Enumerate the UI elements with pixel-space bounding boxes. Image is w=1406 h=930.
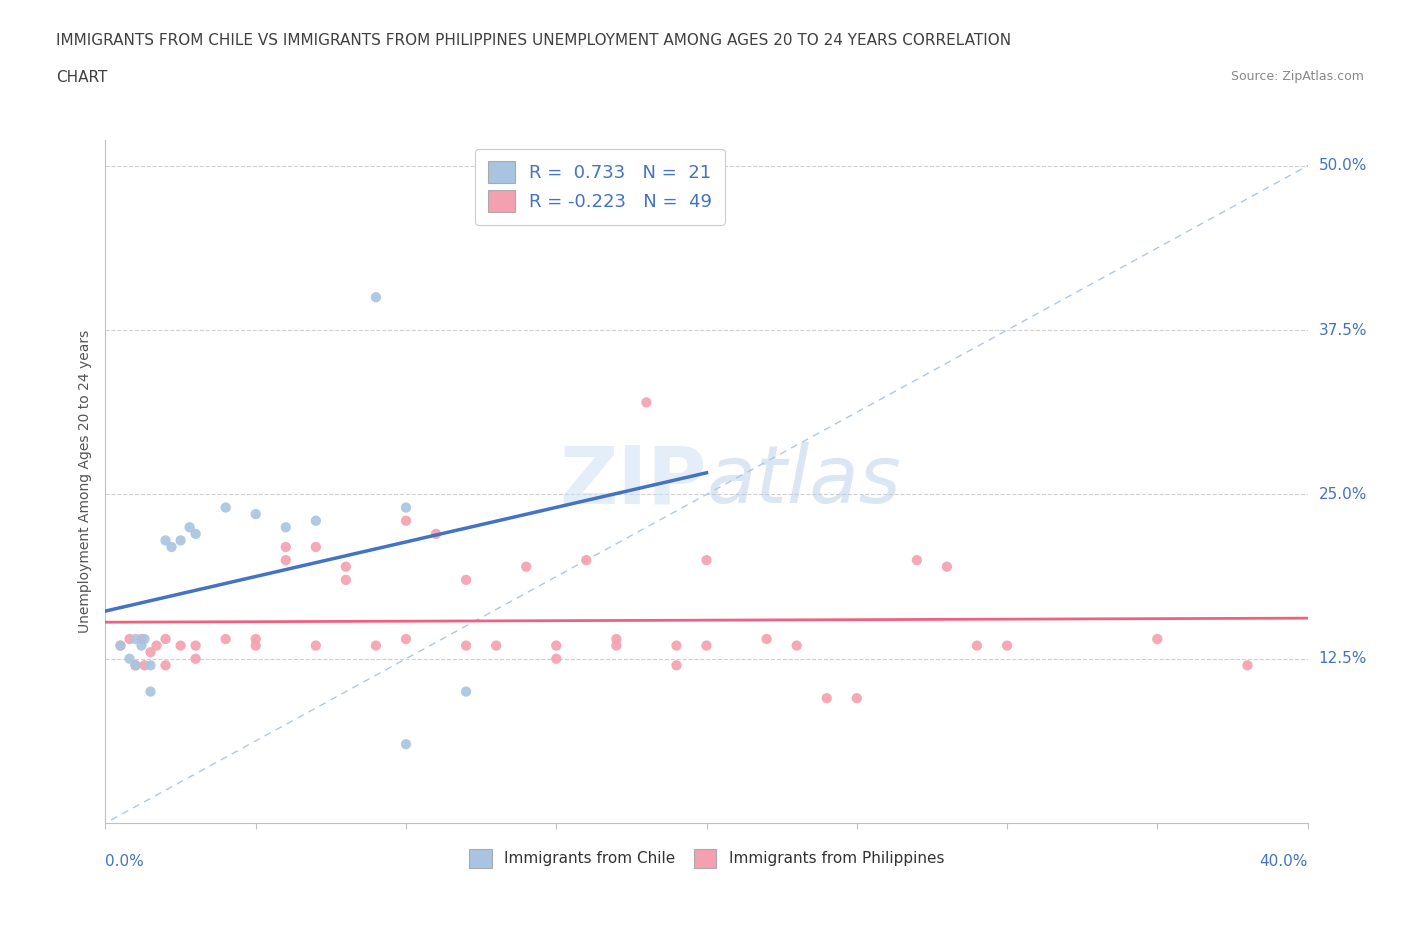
Point [274,539,297,554]
Point [139,658,162,672]
Point [335,573,357,588]
Point [755,631,778,646]
Point [134,658,156,672]
Point [214,500,236,515]
Point [665,638,688,653]
Point [845,691,868,706]
Point [936,559,959,574]
Point [335,559,357,574]
Point [118,651,141,666]
Point [110,638,132,653]
Point [184,651,207,666]
Point [184,638,207,653]
Point [184,526,207,541]
Point [515,559,537,574]
Point [546,651,568,666]
Point [395,513,418,528]
Point [696,638,718,653]
Point [546,638,568,653]
Point [245,638,267,653]
Point [110,638,132,653]
Point [995,638,1018,653]
Point [305,638,328,653]
Point [605,631,627,646]
Point [118,631,141,646]
Point [1146,631,1168,646]
Point [214,631,236,646]
Text: 0.0%: 0.0% [105,854,145,869]
Point [454,573,477,588]
Point [454,684,477,699]
Point [274,520,297,535]
Point [665,658,688,672]
Point [155,658,177,672]
Point [575,552,598,567]
Point [966,638,988,653]
Point [395,631,418,646]
Point [454,638,477,653]
Point [145,638,167,653]
Point [169,638,191,653]
Point [124,658,146,672]
Text: IMMIGRANTS FROM CHILE VS IMMIGRANTS FROM PHILIPPINES UNEMPLOYMENT AMONG AGES 20 : IMMIGRANTS FROM CHILE VS IMMIGRANTS FROM… [56,33,1011,47]
Point [305,539,328,554]
Text: ZIP: ZIP [560,443,707,520]
Point [139,644,162,659]
Point [179,520,201,535]
Point [425,526,447,541]
Point [905,552,928,567]
Point [245,507,267,522]
Text: atlas: atlas [707,443,901,520]
Point [155,631,177,646]
Point [395,500,418,515]
Point [245,631,267,646]
Point [134,631,156,646]
Point [274,552,297,567]
Legend: R =  0.733   N =  21, R = -0.223   N =  49: R = 0.733 N = 21, R = -0.223 N = 49 [475,149,725,225]
Point [636,395,658,410]
Text: Source: ZipAtlas.com: Source: ZipAtlas.com [1230,70,1364,83]
Point [1236,658,1258,672]
Point [124,658,146,672]
Text: 37.5%: 37.5% [1319,323,1367,338]
Text: CHART: CHART [56,70,108,85]
Point [169,533,191,548]
Text: 25.0%: 25.0% [1319,487,1367,502]
Point [139,684,162,699]
Point [815,691,838,706]
Point [155,533,177,548]
Point [305,513,328,528]
Point [160,539,183,554]
Point [364,638,387,653]
Point [131,638,153,653]
Point [364,290,387,305]
Point [124,631,146,646]
Text: 40.0%: 40.0% [1260,854,1308,869]
Point [696,552,718,567]
Y-axis label: Unemployment Among Ages 20 to 24 years: Unemployment Among Ages 20 to 24 years [79,329,93,633]
Text: 12.5%: 12.5% [1319,651,1367,666]
Point [485,638,508,653]
Text: 50.0%: 50.0% [1319,158,1367,173]
Point [131,631,153,646]
Point [786,638,808,653]
Point [605,638,627,653]
Point [395,737,418,751]
